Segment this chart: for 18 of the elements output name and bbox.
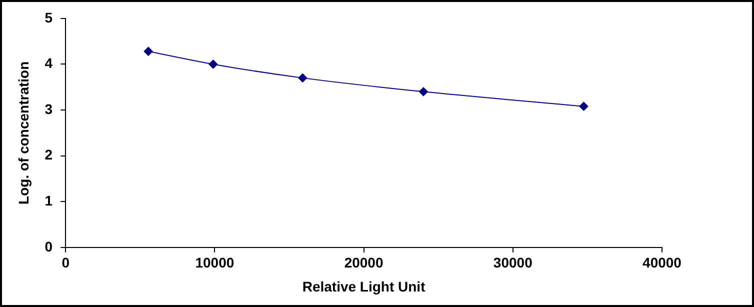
y-tick-label: 0 xyxy=(44,238,53,254)
x-tick-label: 20000 xyxy=(344,254,384,271)
x-tick-label: 10000 xyxy=(195,254,234,271)
x-tick-label: 0 xyxy=(62,254,70,271)
point xyxy=(579,102,588,111)
point xyxy=(418,87,428,96)
y-tick-label: 3 xyxy=(44,100,53,117)
x-tick-label: 30000 xyxy=(493,254,533,271)
y-tick-label: 2 xyxy=(44,146,53,163)
x-tick-label: 40000 xyxy=(642,254,682,271)
point xyxy=(144,46,153,56)
point xyxy=(208,60,218,69)
y-axis-title: Log. of concentration xyxy=(15,61,32,204)
x-axis-title: Relative Light Unit xyxy=(302,278,426,294)
point xyxy=(298,73,308,82)
y-tick-label: 5 xyxy=(44,9,53,26)
y-tick-label: 1 xyxy=(44,192,53,208)
y-tick-label: 4 xyxy=(44,55,53,72)
